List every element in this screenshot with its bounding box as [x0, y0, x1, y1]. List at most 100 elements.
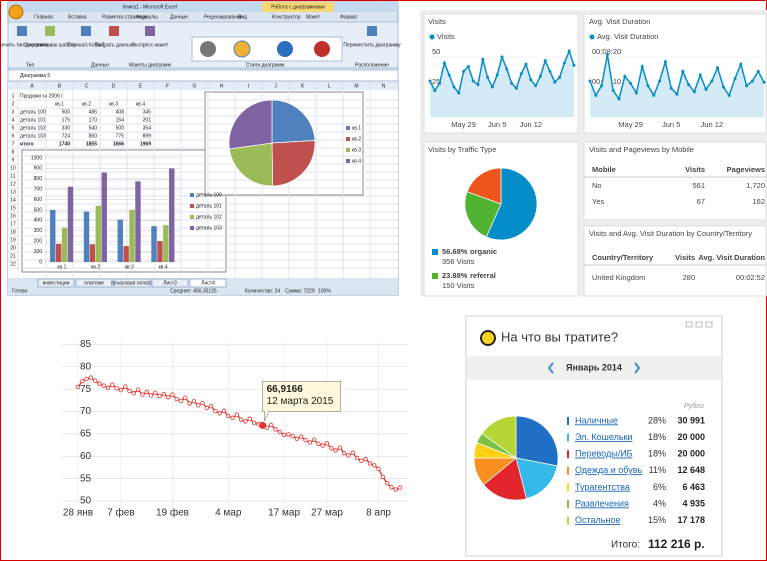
ribbon-tab[interactable]: Формат	[340, 14, 358, 20]
ribbon-icon[interactable]	[81, 26, 91, 36]
x-tick-label: Jun 12	[520, 120, 543, 129]
ribbon-group: Данные	[91, 62, 109, 68]
point	[329, 446, 334, 451]
ribbon-tab[interactable]: Разметка страницы	[102, 14, 148, 20]
ribbon-tab[interactable]: Конструктор	[272, 14, 301, 20]
point	[397, 485, 403, 490]
prev-month[interactable]	[547, 362, 554, 374]
ribbon-button[interactable]: Выбрать данные	[94, 42, 133, 48]
ribbon-icon[interactable]	[45, 26, 55, 36]
ribbon-tab[interactable]: Макет	[306, 14, 321, 20]
point	[226, 413, 231, 419]
legend-label: кв.2	[352, 136, 361, 142]
y-tick-label: 75	[80, 384, 92, 395]
category-link[interactable]: Эл. Кошельки	[575, 432, 633, 442]
row-number: 6	[12, 133, 15, 139]
column-header	[8, 82, 398, 90]
table-cell: Yes	[592, 197, 604, 206]
y-tick-label: 00:08:20	[592, 47, 621, 56]
category-link[interactable]: Турагентства	[575, 482, 630, 492]
table-cell: 561	[692, 181, 705, 190]
ribbon-tab[interactable]: Формулы	[136, 14, 158, 20]
table-cell: 724	[62, 133, 71, 139]
ribbon-button[interactable]: Переместить диаграмму	[343, 42, 401, 48]
ribbon-tab[interactable]: Главная	[34, 14, 53, 20]
pie-slice	[466, 167, 502, 205]
category-link[interactable]: Наличные	[575, 415, 618, 425]
ribbon-button[interactable]: Сохранить как шаблон	[24, 42, 77, 48]
category-link[interactable]: Остальное	[575, 515, 620, 525]
point	[350, 450, 355, 455]
row-number: 11	[10, 173, 15, 179]
row-number: 3	[12, 109, 15, 115]
category-link[interactable]: Переводы/ИБ	[575, 449, 633, 459]
point	[251, 420, 257, 425]
y-tick-label: 600	[34, 197, 43, 203]
unit-label: Рубли	[684, 402, 704, 410]
sheet-tab-label: Лист4	[201, 280, 215, 286]
point	[762, 80, 766, 84]
point	[208, 404, 214, 409]
style-thumb	[233, 40, 251, 58]
ribbon-icon[interactable]	[17, 26, 27, 36]
month-label: Январь 2014	[566, 362, 622, 372]
next-month[interactable]	[634, 362, 641, 374]
table-cell: деталь 103	[20, 133, 46, 139]
ribbon-tab[interactable]: Рецензирование	[204, 14, 243, 20]
office-button[interactable]	[8, 4, 24, 20]
ribbon-tab[interactable]: Данные	[170, 14, 188, 20]
category-link[interactable]: Развлечения	[575, 498, 629, 508]
legend-label: Avg. Visit Duration	[597, 32, 658, 41]
sheet-tab[interactable]	[75, 278, 113, 288]
line	[77, 376, 401, 491]
table-cell: 500	[62, 109, 71, 115]
table-header: кв.2	[82, 101, 91, 107]
ribbon-icon[interactable]	[367, 26, 377, 36]
table-cell: 201	[143, 117, 152, 123]
sheet-tab-label: почасовая оплата	[111, 280, 153, 286]
status-text: Готово	[12, 288, 28, 294]
ribbon-button[interactable]: Изменить тип диаграммы	[0, 42, 52, 48]
window-button[interactable]	[685, 321, 693, 328]
y-tick-label: 50	[432, 47, 440, 56]
table-header: кв.4	[136, 101, 145, 107]
table-header: Visits	[685, 165, 705, 174]
point	[359, 458, 364, 463]
window-button[interactable]	[695, 321, 703, 328]
point	[196, 403, 201, 408]
total-value: 112 216 р.	[648, 537, 705, 551]
point	[481, 57, 485, 61]
column-letter: J	[274, 83, 277, 89]
point	[727, 93, 731, 97]
y-tick-label: 1000	[31, 155, 42, 161]
sheet-tab[interactable]	[189, 278, 227, 288]
point	[457, 91, 461, 95]
name-box[interactable]: Диаграмма 5	[20, 73, 50, 79]
x-tick-label: Jun 12	[701, 120, 724, 129]
ribbon-button[interactable]: Строка/столбец	[68, 42, 105, 48]
ribbon-button[interactable]: Экспресс-макет	[132, 42, 169, 48]
pie-slice	[483, 457, 527, 501]
window-button[interactable]	[705, 321, 713, 328]
ribbon-icon[interactable]	[145, 26, 155, 36]
point	[320, 443, 325, 448]
ribbon-tab[interactable]: Вид	[238, 14, 247, 20]
sheet-tab-label: инвестиции	[43, 280, 70, 286]
point	[745, 84, 749, 88]
ribbon-icon[interactable]	[109, 26, 119, 36]
sheet-tab[interactable]	[37, 278, 75, 288]
point	[646, 84, 650, 88]
point	[118, 387, 124, 393]
category-link[interactable]: Одежда и обувь	[575, 465, 643, 475]
sheet-tab[interactable]	[113, 278, 151, 288]
tooltip-date: 12 марта 2015	[267, 396, 334, 407]
legend-label: деталь 100	[196, 192, 222, 198]
sheet-tab[interactable]	[151, 278, 189, 288]
row-number: 1	[12, 93, 15, 99]
legend-marker	[567, 466, 569, 475]
point	[311, 437, 317, 442]
price-chart	[62, 340, 410, 518]
point	[704, 87, 708, 91]
ribbon-tab[interactable]: Вставка	[68, 14, 87, 20]
x-tick-label: кв.3	[125, 264, 134, 270]
